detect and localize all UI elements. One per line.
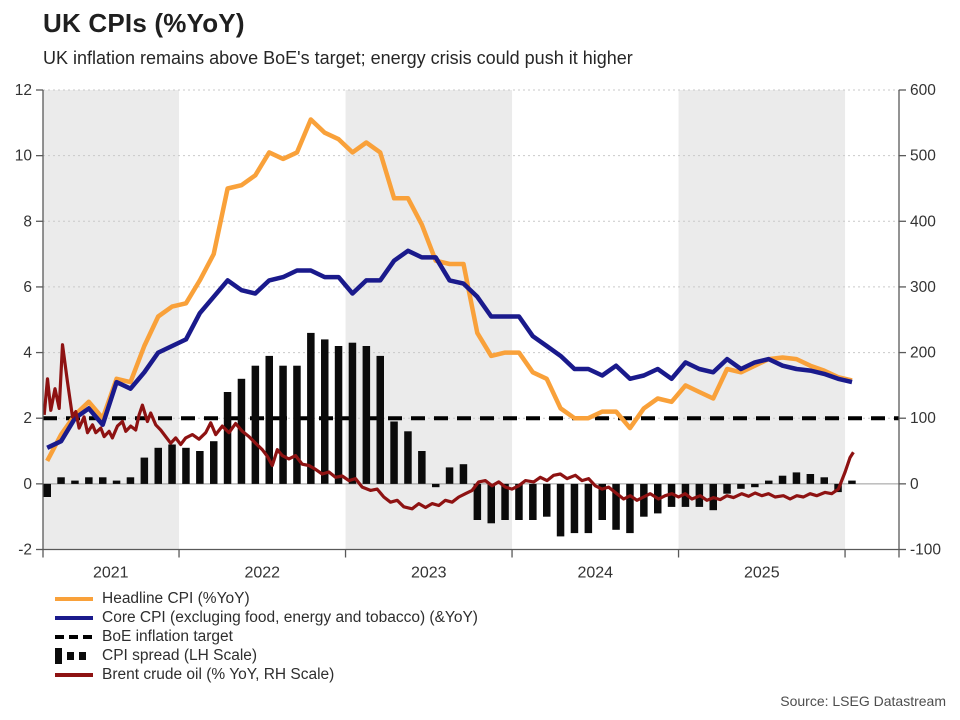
- cpi-spread-bar: [390, 421, 398, 484]
- right-axis-tick-label: 500: [910, 148, 936, 165]
- cpi-spread-bar: [751, 483, 759, 488]
- brent-line-swatch-icon: [55, 672, 93, 677]
- cpi-spread-bar: [723, 483, 731, 494]
- headline-line-swatch-icon: [55, 596, 93, 601]
- left-axis-tick-label: 6: [23, 279, 32, 296]
- cpi-spread-bar: [543, 483, 551, 517]
- legend-item-cpi-spread: CPI spread (LH Scale): [55, 646, 478, 665]
- page-title: UK CPIs (%YoY): [43, 8, 245, 38]
- core-line-swatch-icon: [55, 615, 93, 620]
- legend-label: Brent crude oil (% YoY, RH Scale): [102, 665, 335, 683]
- left-axis-tick-label: 10: [15, 148, 33, 165]
- cpi-spread-bar: [792, 472, 801, 484]
- cpi-spread-bar: [334, 346, 343, 484]
- left-axis-tick-label: 4: [23, 345, 32, 362]
- cpi-spread-bar: [168, 444, 176, 484]
- cpi-spread-bar: [612, 483, 620, 530]
- year-shading-band: [678, 90, 846, 550]
- cpi-spread-bar: [529, 483, 537, 520]
- right-axis-tick-label: 300: [910, 279, 936, 296]
- cpi-spread-bar: [126, 477, 135, 484]
- cpi-spread-bar: [293, 365, 301, 484]
- cpi-spread-bar: [598, 483, 606, 520]
- cpi-spread-bar: [265, 355, 273, 484]
- right-axis-tick-label: 100: [910, 410, 936, 427]
- cpi-spread-bar: [737, 483, 745, 489]
- cpi-spread-bar: [501, 483, 509, 520]
- cpi-spread-bar: [848, 480, 856, 484]
- cpi-spread-bar: [820, 477, 828, 484]
- cpi-spread-bar: [182, 447, 190, 484]
- left-axis-tick-label: 2: [23, 410, 32, 427]
- right-axis-tick-label: 0: [910, 476, 919, 493]
- source-attribution: Source: LSEG Datastream: [780, 693, 946, 709]
- cpi-spread-bar: [487, 483, 495, 524]
- cpi-spread-bar: [445, 467, 454, 484]
- cpi-spread-bar: [640, 483, 648, 517]
- cpi-spread-bar: [556, 483, 565, 537]
- cpi-spread-bar: [626, 483, 634, 534]
- x-axis-year-label: 2021: [93, 565, 129, 582]
- cpi-spread-bar: [418, 451, 426, 484]
- cpi-spread-bar: [584, 483, 593, 534]
- cpi-spread-bar: [765, 480, 773, 484]
- left-axis-tick-label: 8: [23, 213, 32, 230]
- right-axis-tick-label: 200: [910, 345, 936, 362]
- legend-label: CPI spread (LH Scale): [102, 646, 258, 664]
- core-cpi-line: [46, 248, 853, 450]
- legend-item-headline-cpi: Headline CPI (%YoY): [55, 589, 478, 608]
- year-shading-band: [345, 90, 513, 550]
- right-axis-tick-label: -100: [910, 542, 941, 559]
- cpi-spread-bar: [223, 392, 232, 484]
- cpi-spread-bar: [473, 483, 482, 520]
- x-axis-year-label: 2025: [744, 565, 780, 582]
- cpi-spread-bar: [362, 346, 371, 484]
- x-axis-year-label: 2024: [577, 565, 613, 582]
- cpi-spread-bar: [321, 339, 329, 484]
- legend-item-core-cpi: Core CPI (excluging food, energy and tob…: [55, 608, 478, 627]
- x-axis-year-label: 2023: [411, 565, 447, 582]
- cpi-spread-bar: [251, 365, 260, 484]
- cpi-spread-bar: [376, 355, 384, 484]
- cpi-spread-bar: [307, 332, 315, 484]
- brent-crude-line: [42, 343, 855, 511]
- right-axis-tick-label: 400: [910, 213, 936, 230]
- legend-label: Headline CPI (%YoY): [102, 589, 250, 607]
- cpi-spread-bar: [778, 475, 787, 484]
- cpi-spread-bar: [140, 457, 149, 484]
- cpi-spread-bar: [432, 483, 440, 488]
- cpi-spread-bar: [348, 342, 357, 484]
- headline-cpi-line: [45, 117, 853, 462]
- cpi-spread-bar: [43, 483, 51, 497]
- cpi-spread-bar: [515, 483, 523, 520]
- cpi-spread-bar: [210, 441, 218, 484]
- chart-legend: Headline CPI (%YoY) Core CPI (excluging …: [55, 589, 478, 684]
- bars-swatch-icon: [55, 647, 93, 664]
- dashed-line-swatch-icon: [55, 634, 93, 639]
- cpi-spread-bar: [57, 477, 65, 484]
- cpi-spread-bar: [279, 365, 287, 484]
- cpi-spread-bar: [570, 483, 579, 534]
- cpi-spread-bar: [99, 477, 107, 484]
- left-axis-tick-label: 0: [23, 476, 32, 493]
- cpi-spread-bar: [112, 480, 121, 484]
- cpi-spread-bar: [196, 451, 204, 484]
- cpi-spread-bar: [154, 447, 162, 484]
- legend-item-brent-crude: Brent crude oil (% YoY, RH Scale): [55, 665, 478, 684]
- cpi-spread-bar: [71, 480, 79, 484]
- legend-label: Core CPI (excluging food, energy and tob…: [102, 608, 478, 626]
- cpi-spread-bar: [85, 477, 93, 484]
- cpi-spread-bar: [806, 474, 815, 484]
- left-axis-tick-label: 12: [15, 82, 32, 99]
- legend-label: BoE inflation target: [102, 627, 233, 645]
- x-axis-year-label: 2022: [244, 565, 280, 582]
- chart-subtitle: UK inflation remains above BoE's target;…: [43, 48, 633, 68]
- right-axis-tick-label: 600: [910, 82, 936, 99]
- legend-item-boe-target: BoE inflation target: [55, 627, 478, 646]
- left-axis-tick-label: -2: [18, 542, 32, 559]
- cpi-spread-bar: [404, 431, 412, 484]
- cpi-spread-bar: [459, 464, 468, 484]
